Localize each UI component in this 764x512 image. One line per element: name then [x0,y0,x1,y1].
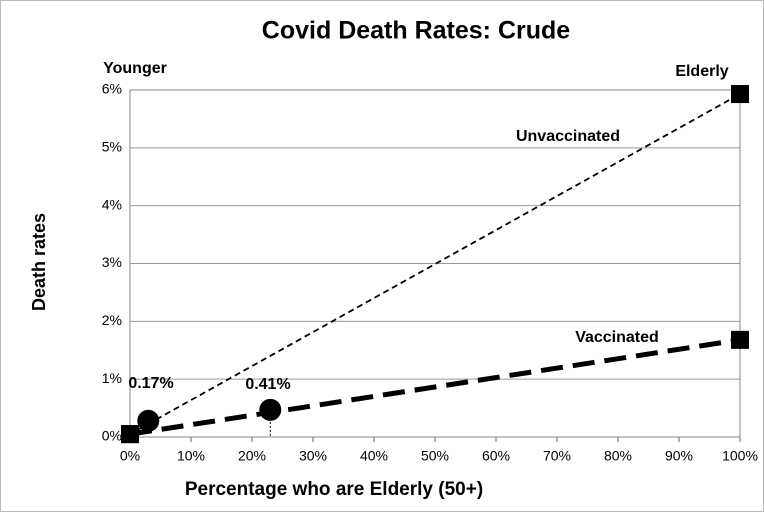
series-label: Vaccinated [575,329,659,346]
y-tick-label: 1% [102,370,122,386]
annotation: Elderly [675,63,728,80]
y-tick-label: 3% [102,254,122,270]
end-marker [731,85,749,104]
series-line [129,337,741,437]
x-tick-label: 90% [665,448,693,464]
series-label: Unvaccinated [516,128,620,145]
plot-area [129,89,741,438]
x-tick-label: 100% [722,448,758,464]
y-tick-label: 0% [102,428,122,444]
y-tick-label: 5% [102,139,122,155]
x-tick-label: 50% [421,448,449,464]
x-tick-label: 30% [299,448,327,464]
x-tick-label: 40% [360,448,388,464]
chart-title: Covid Death Rates: Crude [262,17,570,45]
y-tick-label: 6% [102,81,122,97]
point [137,409,160,432]
x-tick-label: 60% [482,448,510,464]
x-tick-label: 20% [238,448,266,464]
series-line [129,93,741,435]
annotation: 0.17% [128,375,173,392]
annotation: 0.41% [245,376,290,393]
point [259,398,282,421]
x-tick-label: 0% [120,448,140,464]
end-marker [121,425,139,444]
x-tick-label: 70% [543,448,571,464]
y-tick-label: 2% [102,312,122,328]
x-axis-label: Percentage who are Elderly (50+) [185,479,483,500]
y-tick-label: 4% [102,196,122,212]
x-tick-label: 10% [177,448,205,464]
x-tick-label: 80% [604,448,632,464]
annotation: Younger [103,60,167,77]
y-axis-label: Death rates [29,213,49,311]
end-marker [731,330,749,349]
